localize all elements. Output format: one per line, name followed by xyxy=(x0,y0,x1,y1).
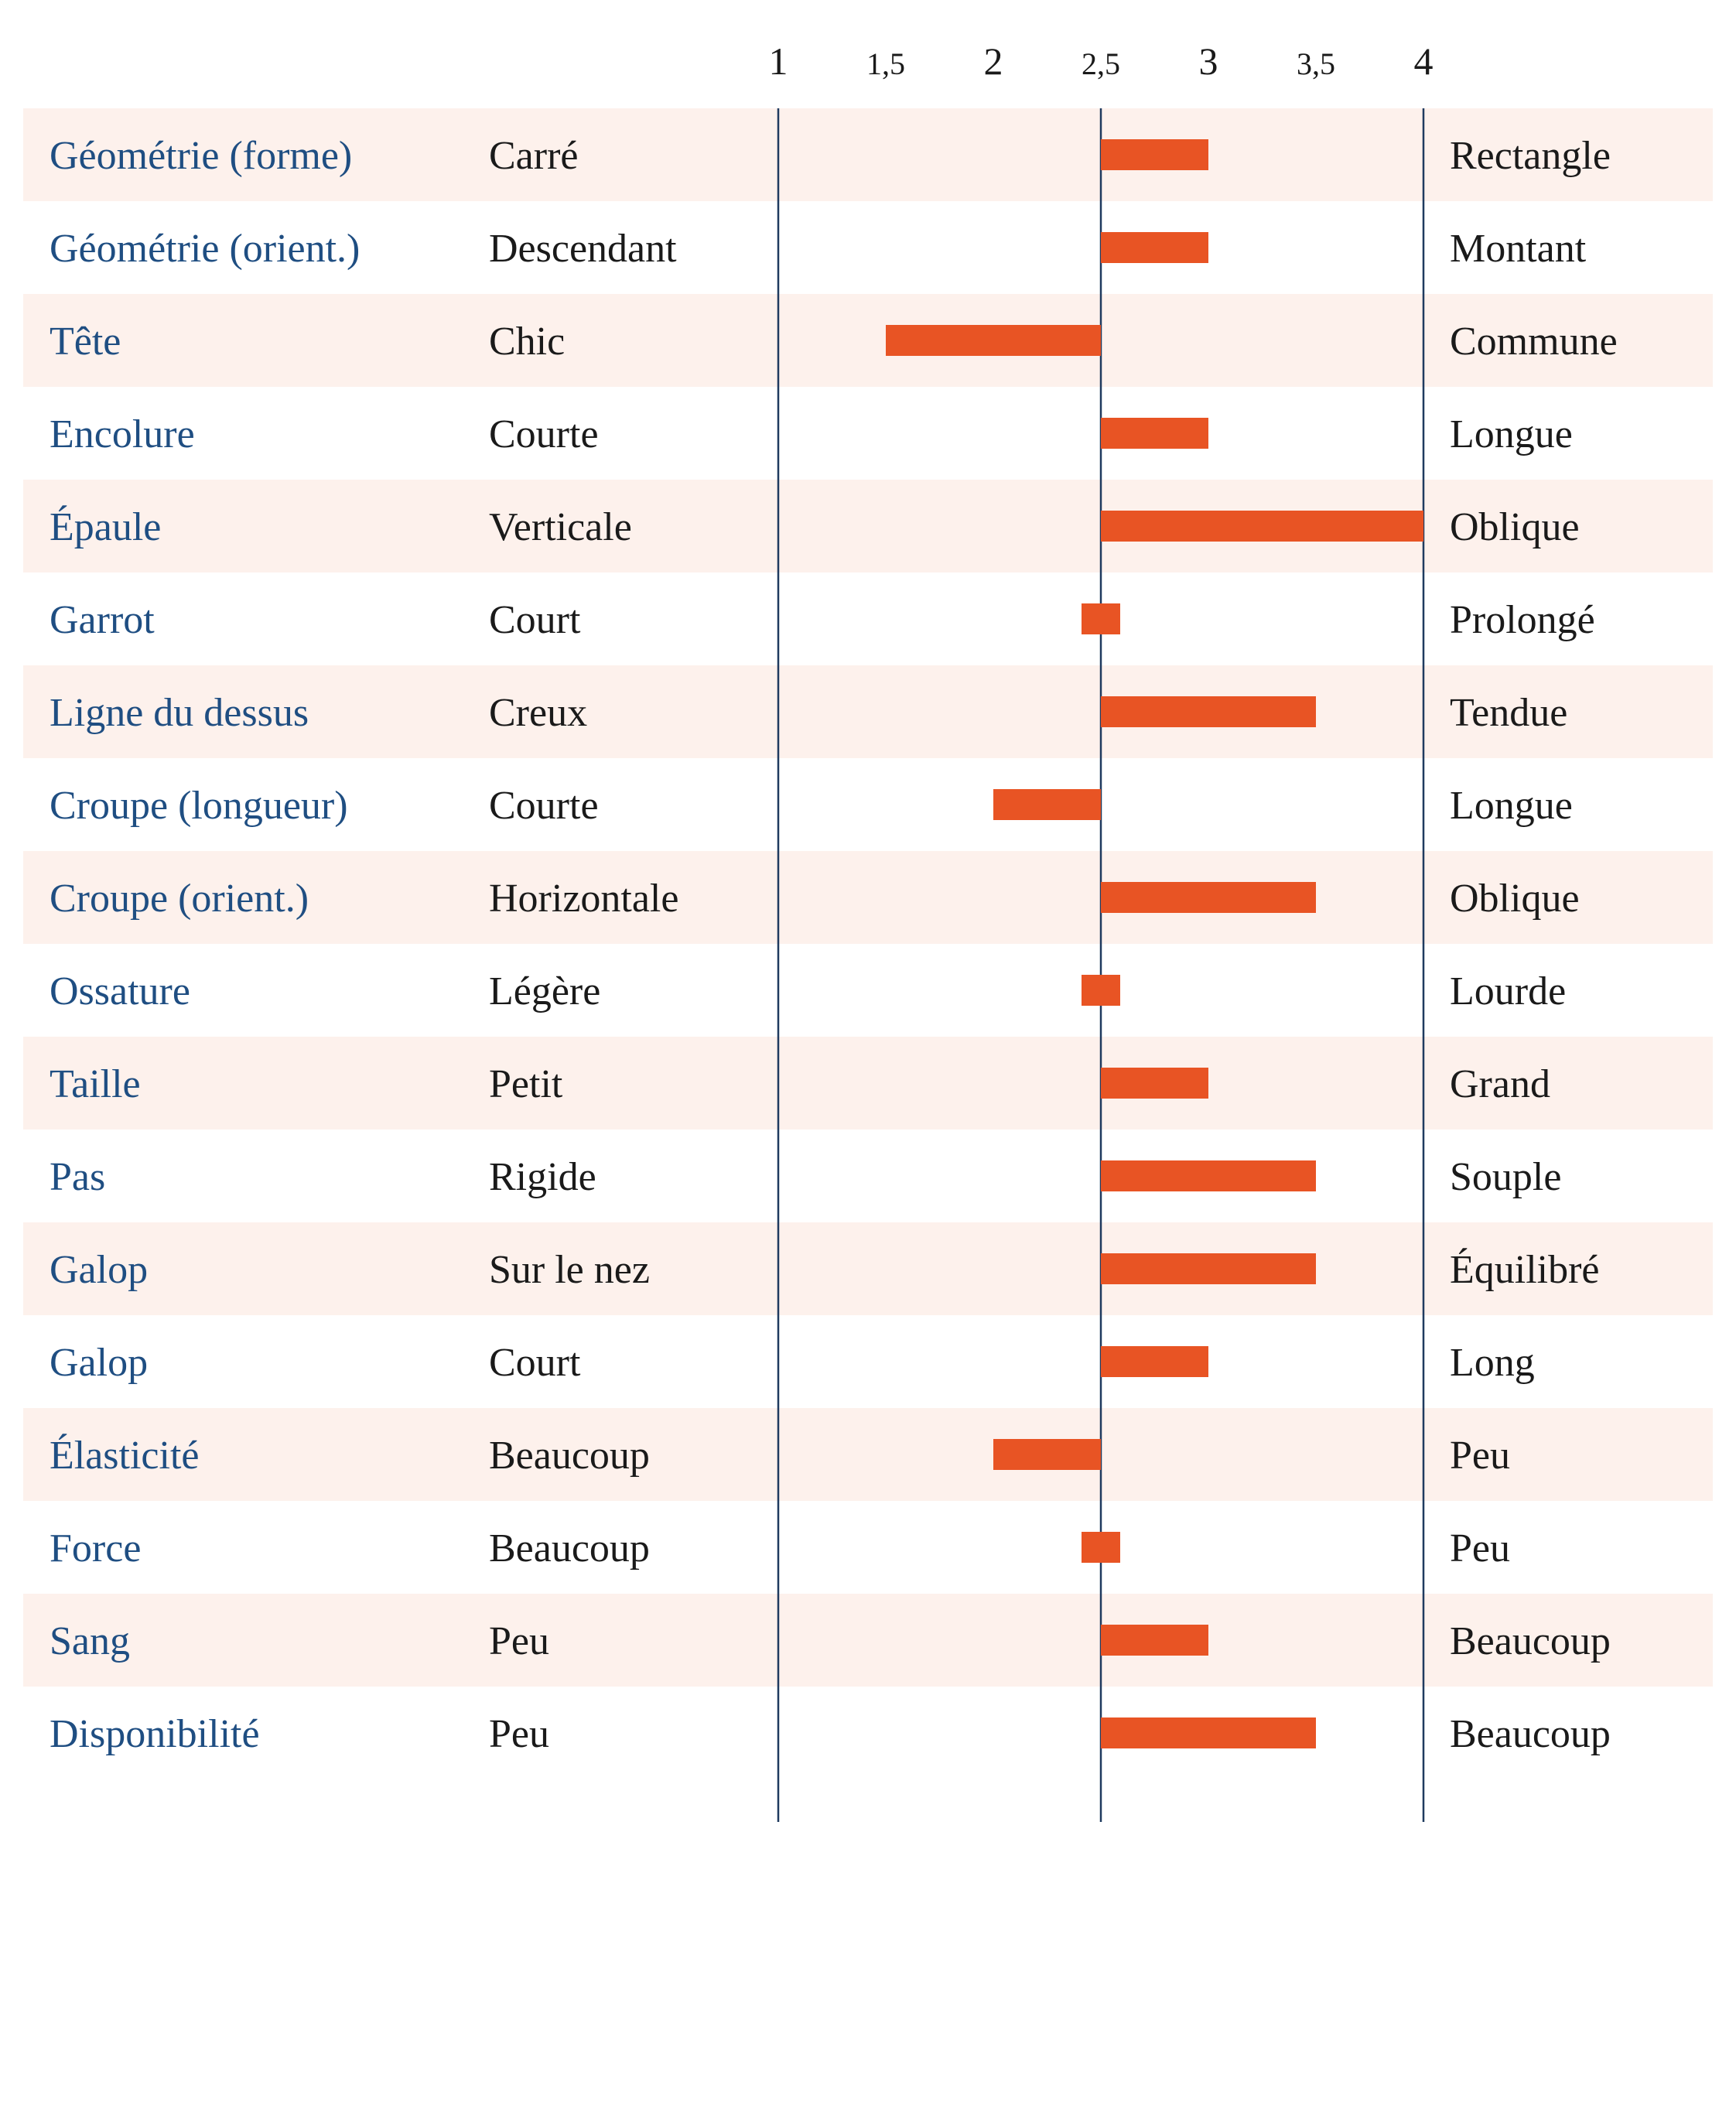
high-pole-label: Grand xyxy=(1450,1062,1550,1106)
low-pole-label: Descendant xyxy=(489,227,677,271)
bar xyxy=(1082,1532,1120,1563)
low-pole-label: Horizontale xyxy=(489,877,678,921)
high-pole-label: Commune xyxy=(1450,320,1618,364)
tick-label: 1 xyxy=(769,39,788,83)
tick-labels: 1 1,5 2 2,5 3 3,5 4 xyxy=(769,39,1434,83)
row-labels: Géométrie (forme) Carré Rectangle Géométrie… xyxy=(50,134,1618,1756)
trait-label: Garrot xyxy=(50,598,155,642)
trait-label: Épaule xyxy=(50,504,161,549)
tick-label: 3 xyxy=(1199,39,1218,83)
bars xyxy=(886,139,1423,1748)
high-pole-label: Souple xyxy=(1450,1155,1561,1199)
row-backgrounds xyxy=(23,108,1713,1687)
high-pole-label: Longue xyxy=(1450,784,1573,828)
row-shade xyxy=(23,1222,1713,1315)
trait-label: Élasticité xyxy=(50,1433,199,1478)
bar xyxy=(1101,418,1208,449)
bar xyxy=(1101,1625,1208,1656)
tick-label: 2,5 xyxy=(1082,46,1120,81)
trait-label: Encolure xyxy=(50,412,195,456)
high-pole-label: Montant xyxy=(1450,227,1587,271)
bar xyxy=(1101,1346,1208,1377)
high-pole-label: Lourde xyxy=(1450,969,1566,1013)
bar xyxy=(1101,139,1208,170)
high-pole-label: Peu xyxy=(1450,1526,1510,1571)
trait-label: Galop xyxy=(50,1248,148,1292)
row-shade xyxy=(23,108,1713,201)
bar xyxy=(1101,1717,1316,1748)
bar xyxy=(1101,232,1208,263)
low-pole-label: Courte xyxy=(489,784,599,828)
trait-label: Sang xyxy=(50,1619,130,1663)
row-shade xyxy=(23,294,1713,387)
low-pole-label: Beaucoup xyxy=(489,1434,650,1478)
bar xyxy=(1101,882,1316,913)
trait-label: Géométrie (orient.) xyxy=(50,227,360,271)
trait-label: Croupe (longueur) xyxy=(50,784,348,828)
low-pole-label: Sur le nez xyxy=(489,1248,650,1292)
bar xyxy=(886,325,1101,356)
row-shade xyxy=(23,851,1713,944)
high-pole-label: Équilibré xyxy=(1450,1247,1600,1292)
low-pole-label: Courte xyxy=(489,412,599,456)
row-shade xyxy=(23,1594,1713,1687)
trait-label: Disponibilité xyxy=(50,1712,260,1756)
row-shade xyxy=(23,480,1713,572)
tick-label: 2 xyxy=(984,39,1003,83)
bar xyxy=(993,1439,1101,1470)
trait-label: Taille xyxy=(50,1062,141,1106)
high-pole-label: Prolongé xyxy=(1450,598,1595,642)
bar xyxy=(1082,975,1120,1006)
trait-label: Pas xyxy=(50,1155,105,1199)
bar xyxy=(993,789,1101,820)
tick-label: 3,5 xyxy=(1297,46,1335,81)
high-pole-label: Rectangle xyxy=(1450,134,1611,178)
low-pole-label: Creux xyxy=(489,691,587,735)
low-pole-label: Beaucoup xyxy=(489,1526,650,1571)
trait-label: Tête xyxy=(50,320,121,364)
trait-label: Croupe (orient.) xyxy=(50,877,309,921)
high-pole-label: Peu xyxy=(1450,1434,1510,1478)
high-pole-label: Beaucoup xyxy=(1450,1712,1611,1756)
high-pole-label: Beaucoup xyxy=(1450,1619,1611,1663)
bar xyxy=(1101,511,1423,542)
low-pole-label: Rigide xyxy=(489,1155,596,1199)
trait-label: Force xyxy=(50,1526,141,1571)
high-pole-label: Oblique xyxy=(1450,877,1580,921)
high-pole-label: Long xyxy=(1450,1341,1535,1385)
bar xyxy=(1101,696,1316,727)
tick-label: 1,5 xyxy=(866,46,905,81)
low-pole-label: Court xyxy=(489,1341,581,1385)
row-shade xyxy=(23,665,1713,758)
row-shade xyxy=(23,1037,1713,1130)
high-pole-label: Tendue xyxy=(1450,691,1567,735)
row-shade xyxy=(23,1408,1713,1501)
tick-label: 4 xyxy=(1414,39,1434,83)
low-pole-label: Légère xyxy=(489,969,600,1013)
low-pole-label: Carré xyxy=(489,134,578,178)
bar xyxy=(1101,1068,1208,1099)
low-pole-label: Verticale xyxy=(489,505,632,549)
low-pole-label: Petit xyxy=(489,1062,563,1106)
high-pole-label: Oblique xyxy=(1450,505,1580,549)
trait-label: Ossature xyxy=(50,969,190,1013)
low-pole-label: Court xyxy=(489,598,581,642)
low-pole-label: Peu xyxy=(489,1619,549,1663)
low-pole-label: Chic xyxy=(489,320,565,364)
bar xyxy=(1101,1160,1316,1191)
trait-label: Ligne du dessus xyxy=(50,691,309,735)
bar xyxy=(1082,603,1120,634)
high-pole-label: Longue xyxy=(1450,412,1573,456)
bar xyxy=(1101,1253,1316,1284)
trait-label: Galop xyxy=(50,1341,148,1385)
trait-label: Géométrie (forme) xyxy=(50,134,352,178)
low-pole-label: Peu xyxy=(489,1712,549,1756)
